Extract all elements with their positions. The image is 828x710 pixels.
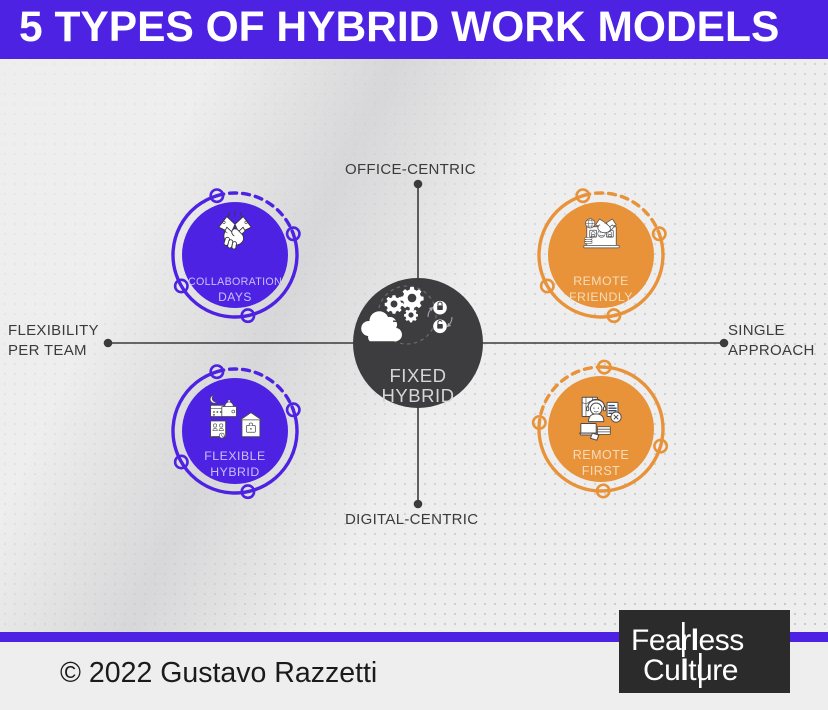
svg-text:FRIENDLY: FRIENDLY	[569, 290, 633, 304]
svg-text:HYBRID: HYBRID	[382, 385, 455, 406]
svg-text:COLLABORATION: COLLABORATION	[188, 276, 282, 288]
svg-text:REMOTE: REMOTE	[573, 274, 629, 288]
svg-text:REMOTE: REMOTE	[573, 448, 629, 462]
svg-text:FIXED: FIXED	[390, 365, 447, 386]
svg-text:DAYS: DAYS	[218, 290, 252, 304]
svg-text:Culture: Culture	[643, 654, 738, 687]
svg-text:HYBRID: HYBRID	[210, 465, 259, 479]
svg-text:FLEXIBLE: FLEXIBLE	[204, 449, 265, 463]
svg-text:Fearless: Fearless	[631, 624, 744, 657]
svg-text:FIRST: FIRST	[582, 464, 621, 478]
